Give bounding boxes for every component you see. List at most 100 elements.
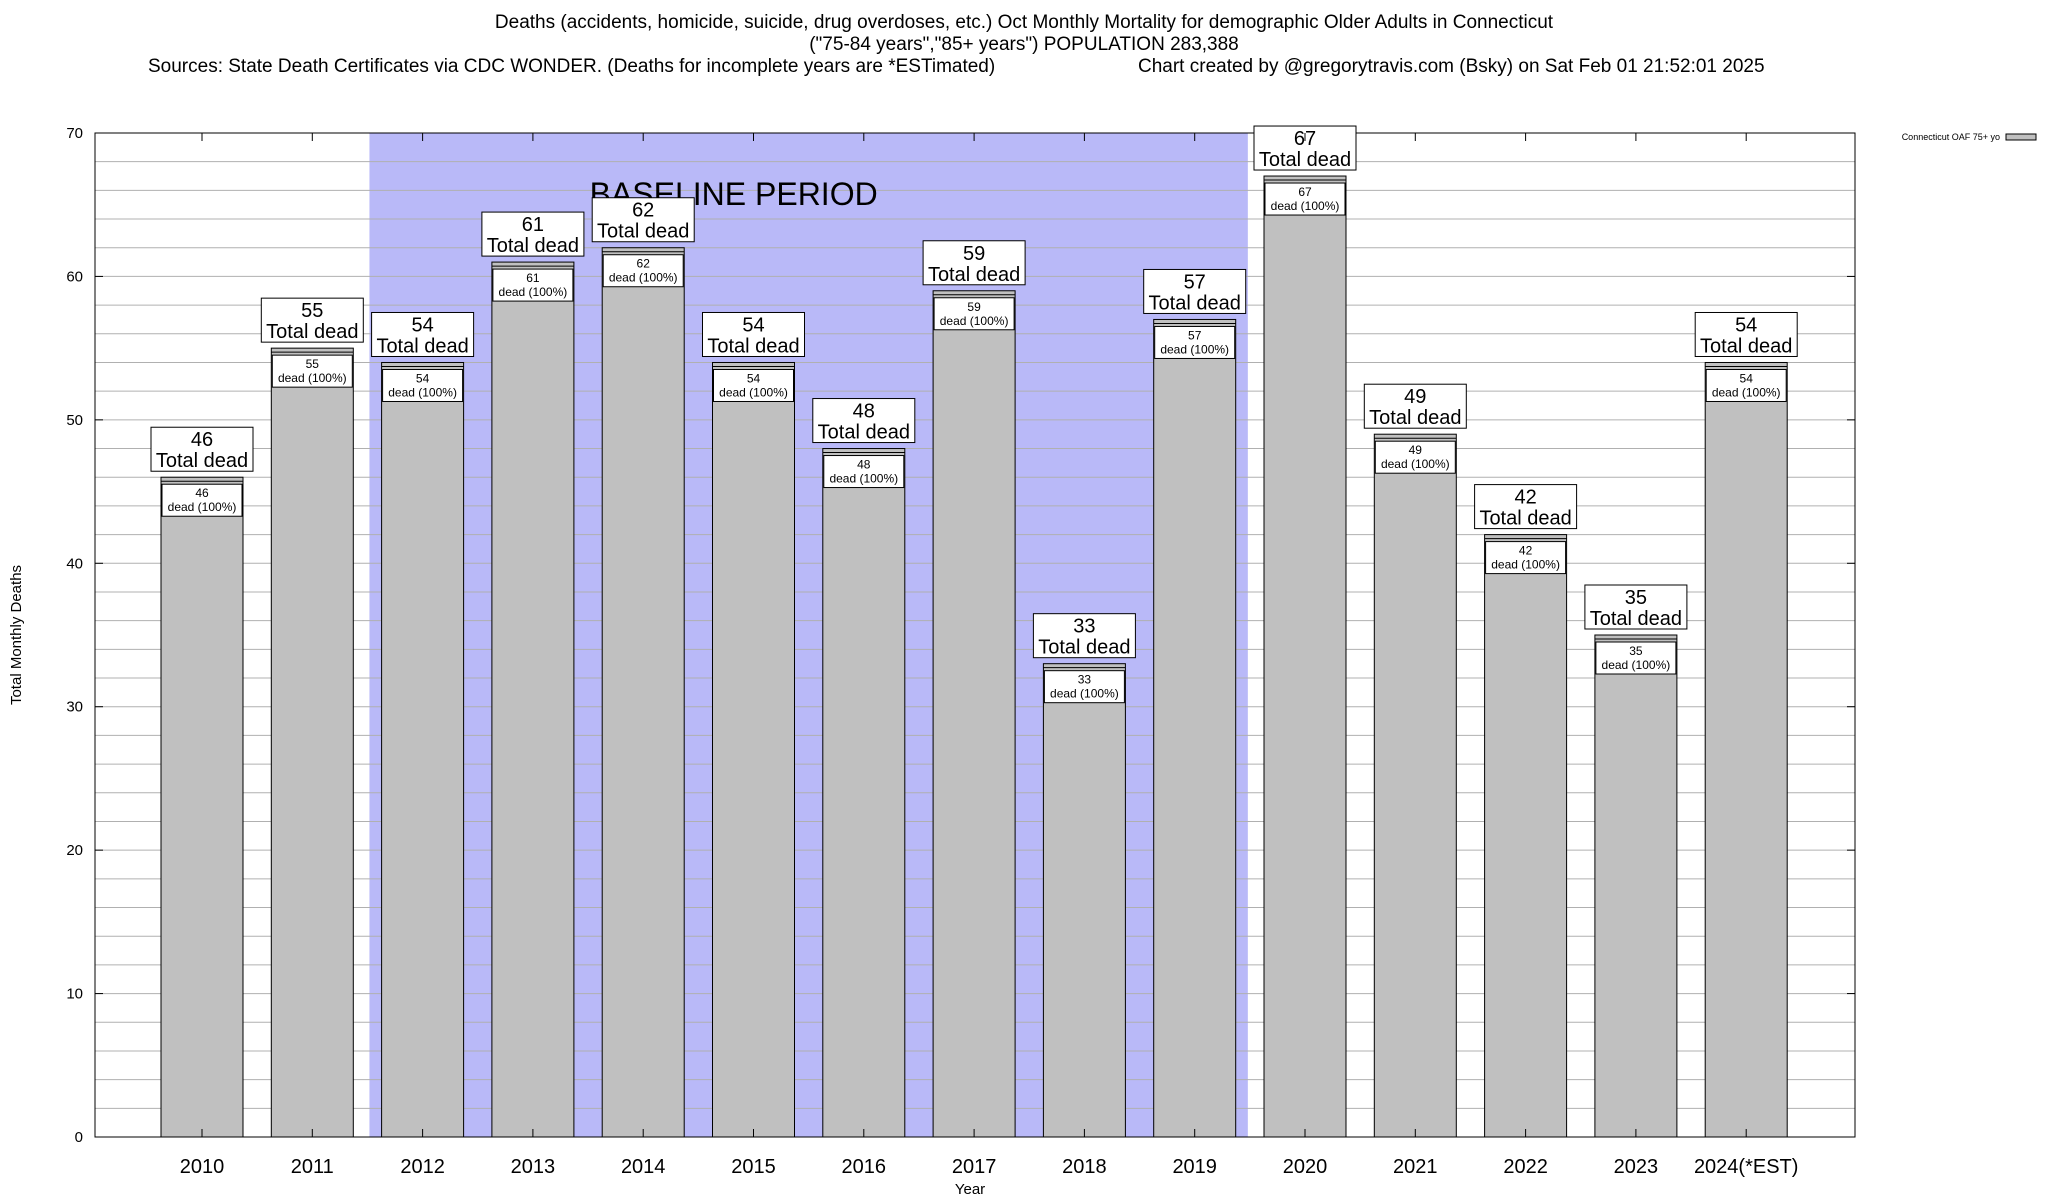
top-label-text: Total dead [1479,508,1571,530]
inner-label-text: dead (100%) [388,385,457,399]
top-label-text: Total dead [1259,149,1351,171]
x-tick-label: 2023 [1614,1156,1659,1178]
inner-label-box [713,368,794,402]
top-label-value: 33 [1073,616,1095,638]
inner-label-text: dead (100%) [1491,558,1560,572]
top-label-value: 55 [301,300,323,322]
inner-label-box [823,455,905,489]
top-label-text: Total dead [707,335,799,357]
top-label-text: Total dead [156,450,248,472]
top-label-value: 54 [742,314,764,336]
inner-label-value: 46 [195,486,209,500]
inner-label-box [1705,368,1787,402]
x-tick-label: 2021 [1393,1156,1438,1178]
top-label-value: 62 [632,200,654,222]
inner-label-value: 54 [1740,371,1754,385]
x-tick-label: 2016 [842,1156,887,1178]
inner-label-text: dead (100%) [1602,658,1671,672]
x-tick-label: 2010 [180,1156,225,1178]
top-label-text: Total dead [597,221,689,243]
y-tick-label: 10 [66,986,83,1003]
top-label-box [481,211,585,257]
bar [1263,175,1347,1138]
bar [491,261,575,1138]
inner-label-value: 55 [306,357,320,371]
top-label-text: Total dead [1149,292,1241,314]
inner-label-value: 62 [637,257,651,271]
y-tick-label: 50 [66,412,83,429]
inner-label-text: dead (100%) [719,385,788,399]
bar [932,290,1016,1138]
bar [1704,361,1788,1138]
top-label-value: 54 [1735,314,1757,336]
x-tick-label: 2017 [952,1156,997,1178]
inner-label-value: 61 [526,271,540,285]
top-label-value: 57 [1184,271,1206,293]
inner-label-text: dead (100%) [1381,457,1450,471]
inner-label-value: 67 [1298,185,1312,199]
x-tick-label: 2019 [1172,1156,1217,1178]
top-label-box [922,240,1026,286]
bar [381,361,465,1138]
bar [1153,318,1237,1138]
inner-label-box [1485,541,1567,575]
inner-label-box [933,297,1015,331]
legend-label: Connecticut OAF 75+ yo [1902,132,2000,142]
inner-label-box [1264,182,1346,216]
bar [1042,663,1126,1138]
legend: Connecticut OAF 75+ yo [1902,132,2037,142]
chart-title-block: Deaths (accidents, homicide, suicide, dr… [0,12,2048,78]
bar [160,476,244,1138]
x-tick-label: 2013 [511,1156,556,1178]
y-axis-ticks: 0 10 20 30 40 50 60 70 [66,125,1855,1146]
bar [1373,433,1457,1138]
inner-label-box [602,254,684,288]
inner-label-box [1154,325,1236,359]
top-label-box [1584,584,1688,630]
top-label-box [591,197,695,243]
chart-source-line: Sources: State Death Certificates via CD… [0,56,2048,78]
inner-label-box [271,354,353,388]
inner-label-value: 54 [416,371,430,385]
y-axis-label: Total Monthly Deaths [8,565,25,705]
chart-title: Deaths (accidents, homicide, suicide, dr… [494,12,1554,33]
inner-label-text: dead (100%) [168,500,237,514]
bar [270,347,354,1138]
inner-label-value: 48 [857,458,871,472]
top-label-value: 46 [191,429,213,451]
inner-label-value: 54 [747,371,761,385]
inner-label-box [492,268,574,302]
top-label-box [1694,311,1798,357]
x-tick-label: 2014 [621,1156,666,1178]
inner-label-box [1043,670,1125,704]
inner-label-value: 33 [1078,673,1092,687]
inner-label-value: 42 [1519,544,1533,558]
inner-label-text: dead (100%) [278,371,347,385]
inner-label-text: dead (100%) [1271,199,1340,213]
x-tick-label: 2020 [1283,1156,1328,1178]
bar [1484,534,1568,1138]
x-tick-label: 2018 [1062,1156,1107,1178]
top-label-text: Total dead [1038,637,1130,659]
x-axis-ticks: 2010 2011 2012 2013 2014 2015 2016 2017 2018 2019… [180,133,1798,1178]
top-label-box [260,297,364,343]
chart-credit: Chart created by @gregorytravis.com (Bsk… [1138,56,1765,77]
top-label-text: Total dead [487,235,579,257]
inner-label-text: dead (100%) [829,472,898,486]
x-tick-label: 2011 [291,1156,334,1178]
inner-label-text: dead (100%) [499,285,568,299]
y-tick-label: 20 [66,842,83,859]
inner-label-value: 59 [967,300,981,314]
y-tick-label: 40 [66,555,83,572]
inner-label-text: dead (100%) [1050,687,1119,701]
